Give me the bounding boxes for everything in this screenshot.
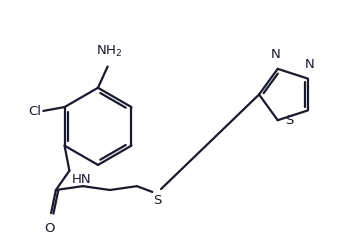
Text: N: N <box>271 48 281 61</box>
Text: NH$_2$: NH$_2$ <box>96 44 123 59</box>
Text: HN: HN <box>71 173 91 186</box>
Text: N: N <box>305 58 315 71</box>
Text: S: S <box>285 114 294 127</box>
Text: S: S <box>153 194 162 207</box>
Text: Cl: Cl <box>28 105 42 118</box>
Text: O: O <box>44 222 54 235</box>
